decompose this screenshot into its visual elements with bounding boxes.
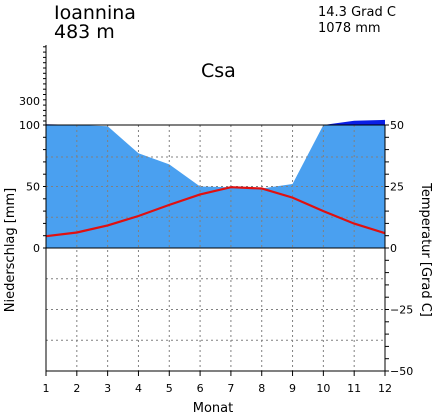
x-tick-label: 4 (135, 382, 142, 395)
right-tick-label: −50 (390, 365, 413, 378)
station-elevation: 483 m (54, 21, 115, 43)
x-tick-label: 5 (166, 382, 173, 395)
x-tick-label: 8 (258, 382, 265, 395)
x-axis-label: Monat (193, 401, 233, 416)
left-tick-label: 50 (26, 181, 40, 194)
right-tick-label: 25 (390, 181, 404, 194)
humid-area-lower (46, 187, 385, 248)
x-tick-label: 9 (289, 382, 296, 395)
annual-precipitation: 1078 mm (318, 21, 381, 36)
humid-area (46, 125, 385, 237)
right-tick-label: −25 (390, 304, 413, 317)
x-tick-label: 12 (378, 382, 392, 395)
right-axis-label: Temperatur [Grad C] (418, 182, 433, 317)
left-tick-label: 0 (33, 242, 40, 255)
right-tick-label: 0 (390, 242, 397, 255)
station-name: Ioannina (54, 2, 136, 24)
perhumid-area (46, 119, 385, 125)
temperature-line (45, 186, 386, 238)
left-tick-label: 100 (19, 119, 40, 132)
x-tick-label: 6 (197, 382, 204, 395)
right-tick-label: 50 (390, 119, 404, 132)
x-tick-label: 3 (104, 382, 111, 395)
x-tick-label: 1 (43, 382, 50, 395)
x-tick-label: 2 (73, 382, 80, 395)
x-tick-label: 7 (227, 382, 234, 395)
x-tick-label: 11 (347, 382, 361, 395)
left-tick-label: 300 (19, 95, 40, 108)
climate-class: Csa (201, 60, 236, 82)
left-axis-label: Niederschlag [mm] (3, 188, 18, 313)
x-tick-label: 10 (316, 382, 330, 395)
mean-temperature: 14.3 Grad C (318, 5, 396, 20)
